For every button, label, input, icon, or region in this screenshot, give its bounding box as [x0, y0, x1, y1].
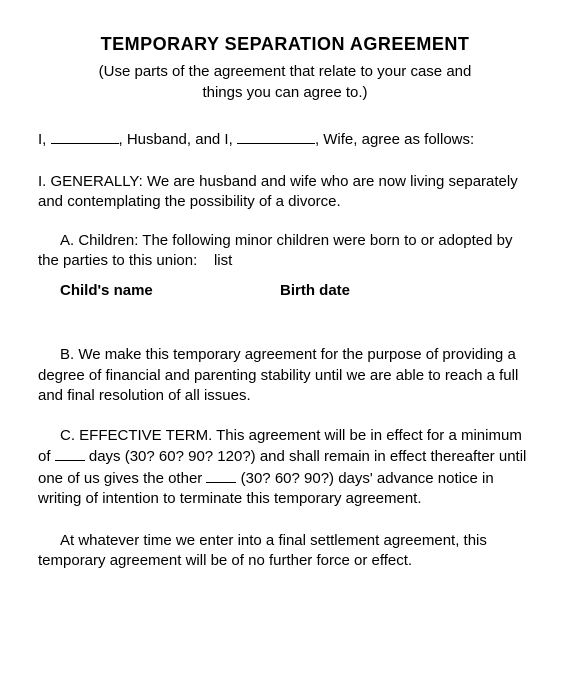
- col-child-name: Child's name: [60, 281, 280, 301]
- section-c: C. EFFECTIVE TERM. This agreement will b…: [38, 426, 532, 509]
- intro-prefix: I,: [38, 131, 46, 148]
- document-subtitle: (Use parts of the agreement that relate …: [38, 62, 532, 103]
- section-a: A. Children: The following minor childre…: [38, 231, 532, 272]
- col-birth-date: Birth date: [280, 281, 350, 301]
- children-table-header: Child's name Birth date: [38, 281, 532, 301]
- intro-mid2: , Wife, agree as follows:: [315, 131, 474, 148]
- intro-line: I, , Husband, and I, , Wife, agree as fo…: [38, 129, 532, 150]
- section-generally: I. GENERALLY: We are husband and wife wh…: [38, 172, 532, 213]
- section-c-heading: C. EFFECTIVE TERM.: [60, 427, 212, 444]
- husband-blank[interactable]: [51, 129, 119, 144]
- days-blank-1[interactable]: [55, 446, 85, 461]
- intro-mid1: , Husband, and I,: [119, 131, 233, 148]
- section-final: At whatever time we enter into a final s…: [38, 531, 532, 572]
- generally-heading: I. GENERALLY:: [38, 173, 143, 190]
- wife-blank[interactable]: [237, 129, 315, 144]
- section-a-heading: A. Children:: [60, 232, 138, 249]
- list-label: list: [214, 252, 232, 269]
- document-title: TEMPORARY SEPARATION AGREEMENT: [38, 32, 532, 56]
- days-blank-2[interactable]: [206, 468, 236, 483]
- section-b: B. We make this temporary agreement for …: [38, 345, 532, 406]
